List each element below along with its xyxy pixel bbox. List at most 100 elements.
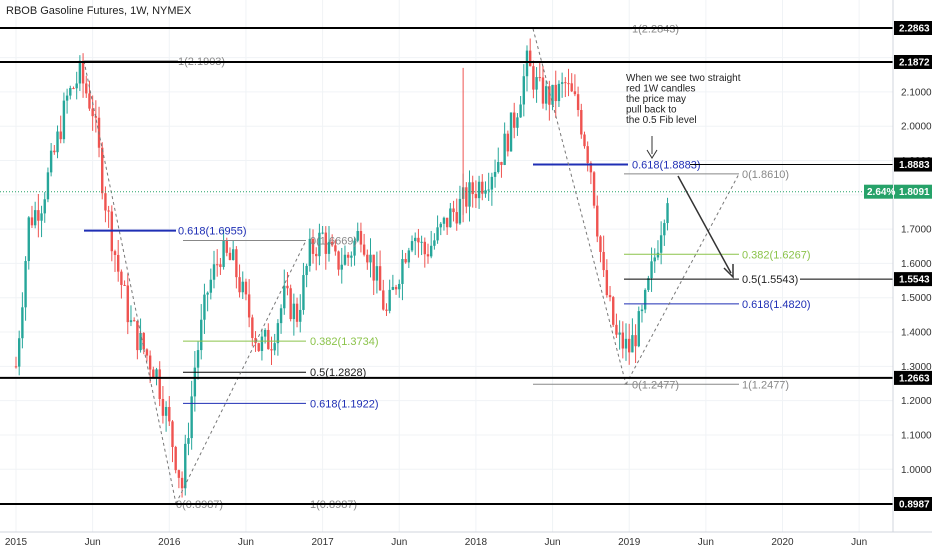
candle-body — [241, 281, 244, 293]
annotation-line: red 1W candles — [626, 84, 695, 95]
candle-body — [286, 285, 289, 289]
candle-body — [557, 83, 561, 102]
candle-body — [618, 332, 621, 335]
candle-body — [152, 369, 155, 379]
annotation-arrowhead — [646, 149, 658, 159]
candle-body — [260, 336, 264, 351]
candle-body — [53, 150, 56, 153]
candle-body — [346, 254, 350, 258]
y-tick-label: 1.2000 — [901, 396, 932, 407]
y-tick-label: 2.1000 — [901, 87, 932, 98]
candle-body — [267, 329, 270, 350]
candle-body — [126, 285, 129, 323]
candle-body — [251, 317, 254, 338]
candle-body — [27, 217, 30, 262]
candle-body — [311, 238, 315, 254]
y-tick-label: 1.5000 — [901, 293, 932, 304]
candle-body — [85, 83, 88, 94]
candle-body — [650, 261, 653, 279]
fib-2015-label-0618: 0.618(1.6955) — [178, 226, 247, 238]
candle-body — [273, 343, 276, 351]
candle-body — [420, 241, 423, 243]
candle-body — [490, 176, 494, 190]
candle-body — [142, 332, 145, 350]
candle-body — [398, 283, 401, 290]
candle-body — [576, 94, 580, 111]
candle-body — [474, 194, 478, 199]
candle-body — [666, 203, 669, 224]
candle-body — [564, 82, 567, 84]
candle-body — [538, 77, 541, 79]
level-badge — [894, 21, 932, 35]
candle-body — [653, 257, 656, 262]
level-badge-label: 0.8987 — [899, 500, 930, 511]
level-badge — [894, 157, 932, 172]
candle-body — [212, 264, 216, 280]
candle-body — [174, 447, 177, 471]
candle-body — [663, 223, 666, 236]
candle-body — [640, 309, 644, 312]
candle-body — [270, 349, 273, 351]
candle-body — [615, 324, 618, 335]
fib-2019-trend — [625, 173, 740, 385]
y-tick-label: 1.1000 — [901, 430, 932, 441]
candle-body — [117, 254, 120, 272]
candle-body — [471, 182, 474, 195]
candle-body — [484, 190, 487, 194]
candle-body — [148, 355, 152, 370]
candle-body — [231, 249, 235, 260]
candle-body — [49, 150, 53, 173]
candle-body — [30, 217, 34, 226]
candle-body — [541, 77, 545, 104]
candle-body — [362, 244, 366, 255]
candle-body — [391, 286, 395, 290]
candle-body — [180, 477, 184, 489]
candle-body — [366, 254, 369, 263]
candle-body — [123, 284, 126, 286]
fib-2019-label-0382: 0.382(1.6267) — [742, 249, 811, 261]
candle-body — [404, 258, 407, 263]
candle-body — [602, 251, 605, 271]
candle-body — [196, 350, 200, 368]
candle-body — [570, 83, 573, 92]
candle-body — [263, 329, 267, 337]
candle-body — [401, 258, 404, 284]
x-tick-label: 2020 — [771, 537, 794, 548]
candle-body — [551, 84, 554, 105]
candle-body — [101, 147, 104, 194]
candle-body — [628, 338, 631, 353]
level-badge — [894, 54, 932, 69]
candle-body — [46, 172, 50, 200]
x-tick-label: Jun — [544, 537, 560, 548]
x-tick-label: 2018 — [465, 537, 488, 548]
candle-body — [343, 254, 347, 265]
candle-body — [513, 112, 516, 128]
candle-body — [535, 77, 538, 90]
candle-body — [168, 406, 171, 422]
last-price-badge — [894, 184, 932, 199]
candle-body — [378, 266, 382, 291]
candle-body — [589, 163, 593, 173]
candle-body — [295, 303, 299, 322]
candle-body — [465, 187, 468, 207]
projection-arrow — [677, 175, 732, 274]
candle-body — [330, 241, 334, 246]
candle-body — [324, 232, 327, 254]
x-tick-label: Jun — [238, 537, 254, 548]
fib-2018-label-0618: 0.618(1.8883) — [632, 160, 701, 172]
candle-body — [340, 264, 343, 270]
candles — [14, 38, 669, 498]
candle-body — [356, 231, 359, 241]
level-badge-label: 1.5543 — [899, 275, 930, 286]
candle-body — [605, 270, 609, 296]
candle-body — [586, 146, 589, 164]
chart-title: RBOB Gasoline Futures, 1W, NYMEX — [6, 5, 192, 17]
candle-body — [107, 210, 110, 212]
x-tick-label: 2015 — [5, 537, 28, 548]
fib-2016-label-0618: 0.618(1.1922) — [310, 398, 379, 410]
candle-body — [164, 406, 168, 416]
last-price-label: 1.8091 — [899, 187, 930, 198]
candle-body — [493, 171, 497, 177]
